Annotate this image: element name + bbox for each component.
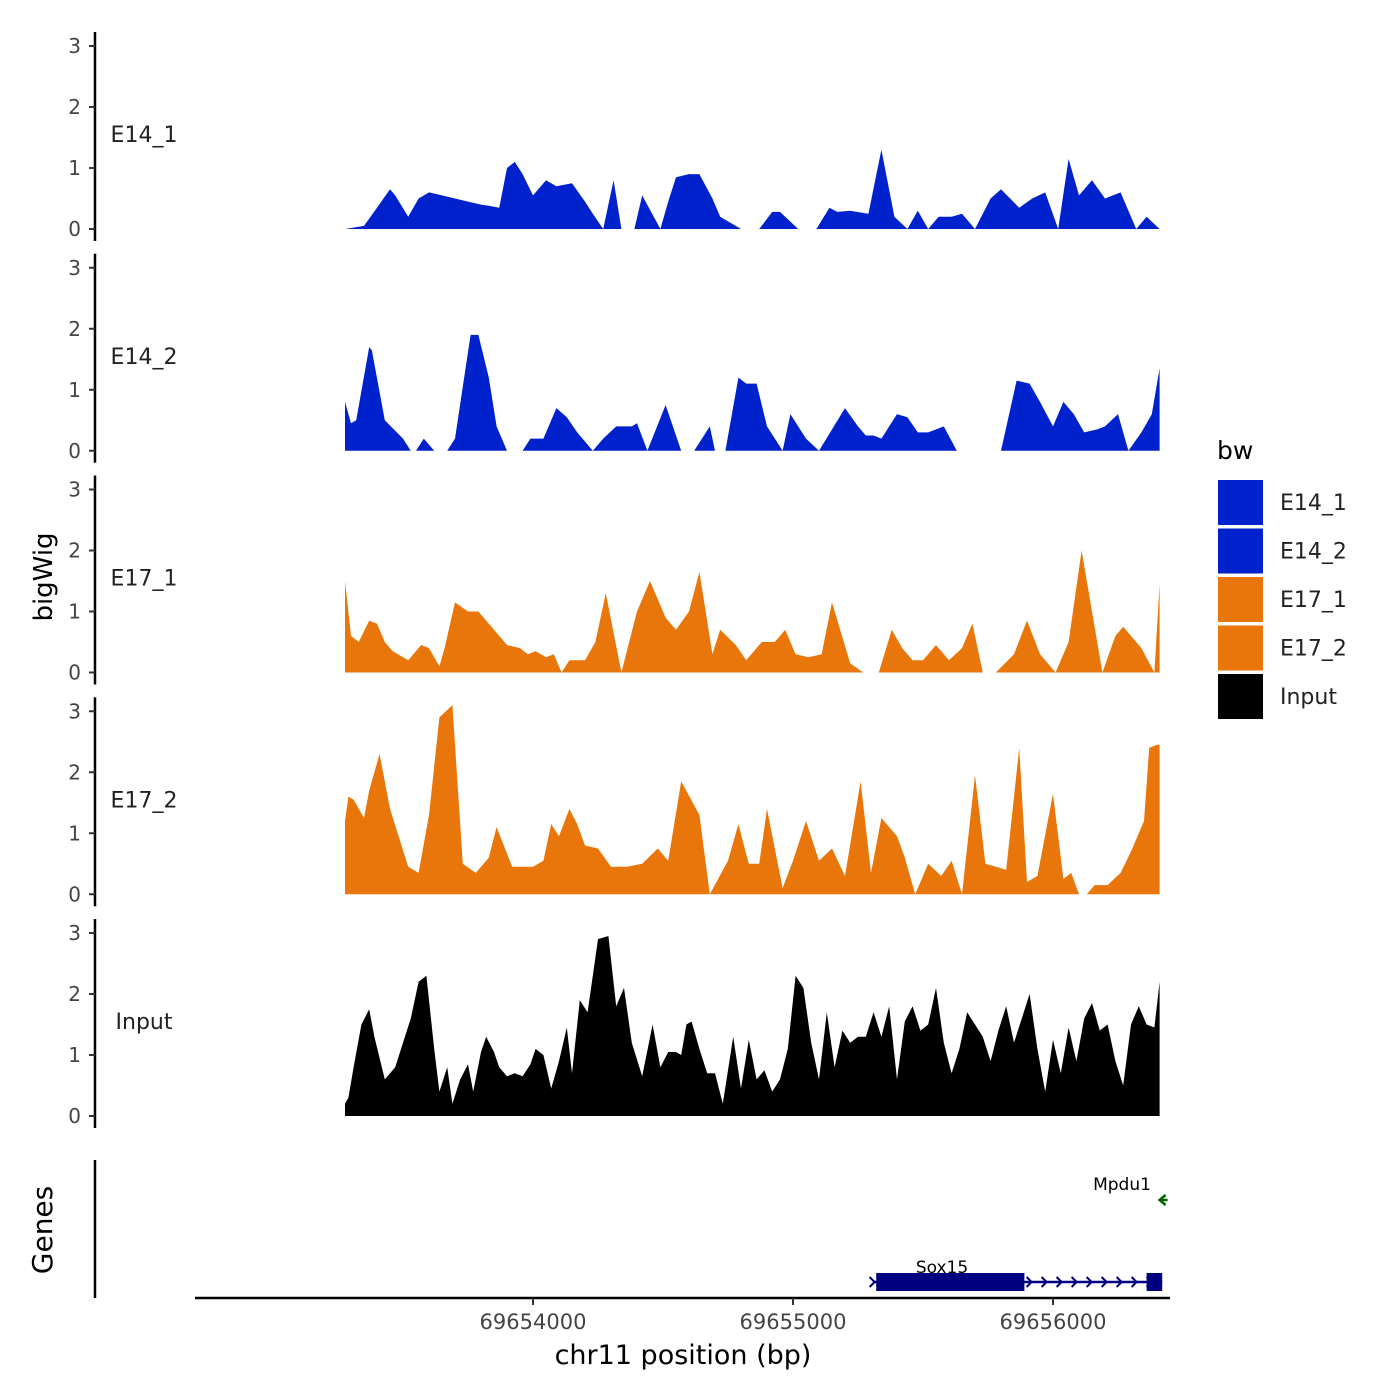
strand-arrow <box>1115 1276 1124 1288</box>
strand-arrow <box>1157 1194 1168 1206</box>
gene-label: Mpdu1 <box>1093 1175 1151 1195</box>
y-tick-label: 0 <box>68 217 81 241</box>
gene-exon <box>1146 1273 1163 1291</box>
y-tick-label: 3 <box>68 478 81 502</box>
y-tick-label: 2 <box>68 982 81 1006</box>
gene-exon <box>876 1273 1025 1291</box>
track-e14_1: 0 1 2 3 E14_1 <box>68 32 1160 241</box>
legend-label: E14_1 <box>1280 491 1347 516</box>
strand-arrow <box>1130 1276 1139 1288</box>
x-tick-label: 69655000 <box>740 1310 847 1334</box>
strand-arrow <box>868 1276 877 1288</box>
track-e17_1: 0 1 2 3 E17_1 <box>68 475 1160 685</box>
legend-entry-e17_1: E17_1 <box>1218 577 1347 622</box>
y-tick-label: 2 <box>68 95 81 119</box>
legend-entry-e14_1: E14_1 <box>1218 480 1347 525</box>
legend-title: bw <box>1217 436 1253 465</box>
y-tick-label: 3 <box>68 921 81 945</box>
legend-swatch <box>1218 577 1263 622</box>
x-tick-label: 69656000 <box>1000 1310 1107 1334</box>
gene-mpdu1: Mpdu1 <box>1093 1175 1168 1206</box>
y-tick-label: 1 <box>68 156 81 180</box>
track-input: 0 1 2 3 Input <box>68 919 1160 1128</box>
bigwig-tracks: 0 1 2 3 E14_1 0 1 2 3 E14_2 0 1 2 3 E17_1 0 1 2 3 E17_2 0 1 2 3… <box>68 32 1160 1128</box>
legend-swatch <box>1218 528 1263 574</box>
track-e17_2: 0 1 2 3 E17_2 <box>68 697 1160 907</box>
legend-entry-e17_2: E17_2 <box>1218 625 1347 671</box>
y-tick-label: 1 <box>68 1043 81 1067</box>
area-e17_2 <box>345 705 1160 895</box>
x-axis: 69654000 69655000 69656000 <box>195 1296 1170 1334</box>
legend-label: E14_2 <box>1280 540 1347 565</box>
track-label: E14_1 <box>111 123 178 148</box>
gene-label: Sox15 <box>916 1258 968 1278</box>
legend-label: Input <box>1280 685 1337 710</box>
y-tick-label: 0 <box>68 661 81 685</box>
strand-arrow <box>1100 1276 1109 1288</box>
legend-swatch <box>1218 480 1263 525</box>
y-tick-label: 0 <box>68 882 81 906</box>
track-e14_2: 0 1 2 3 E14_2 <box>68 253 1160 463</box>
y-axis-title: bigWig <box>29 532 59 621</box>
track-label: E17_2 <box>111 788 178 813</box>
legend-label: E17_1 <box>1280 588 1347 613</box>
strand-arrow <box>1145 1276 1154 1288</box>
legend-label: E17_2 <box>1280 637 1347 662</box>
area-e14_1 <box>345 149 1160 229</box>
y-tick-label: 2 <box>68 317 81 341</box>
strand-arrow <box>1070 1276 1079 1288</box>
legend-entry-e14_2: E14_2 <box>1218 528 1347 574</box>
y-tick-label: 2 <box>68 760 81 784</box>
legend: bw E14_1 E14_2 E17_1 E17_2 Input <box>1217 436 1347 719</box>
y-tick-label: 1 <box>68 821 81 845</box>
legend-swatch <box>1218 674 1263 719</box>
area-input <box>345 936 1160 1116</box>
genes-axis-title: Genes <box>26 1186 59 1274</box>
x-axis-title: chr11 position (bp) <box>555 1340 812 1371</box>
track-label: E17_1 <box>111 567 178 592</box>
track-label: Input <box>116 1010 173 1035</box>
y-tick-label: 2 <box>68 539 81 563</box>
y-tick-label: 3 <box>68 34 81 58</box>
track-label: E14_2 <box>111 345 178 370</box>
genes-panel: Sox15 Mpdu1 <box>93 1160 1168 1298</box>
y-tick-label: 0 <box>68 439 81 463</box>
y-tick-label: 1 <box>68 378 81 402</box>
strand-arrow <box>1085 1276 1094 1288</box>
y-tick-label: 1 <box>68 600 81 624</box>
area-e17_1 <box>345 550 1160 673</box>
gene-sox15: Sox15 <box>868 1258 1163 1291</box>
strand-arrow <box>1055 1276 1064 1288</box>
strand-arrow <box>1040 1276 1049 1288</box>
x-tick-label: 69654000 <box>480 1310 587 1334</box>
legend-swatch <box>1218 625 1263 671</box>
y-tick-label: 0 <box>68 1104 81 1128</box>
area-e14_2 <box>345 334 1160 451</box>
y-tick-label: 3 <box>68 699 81 723</box>
y-tick-label: 3 <box>68 256 81 280</box>
strand-arrow <box>1025 1276 1034 1288</box>
legend-entry-input: Input <box>1218 674 1337 719</box>
